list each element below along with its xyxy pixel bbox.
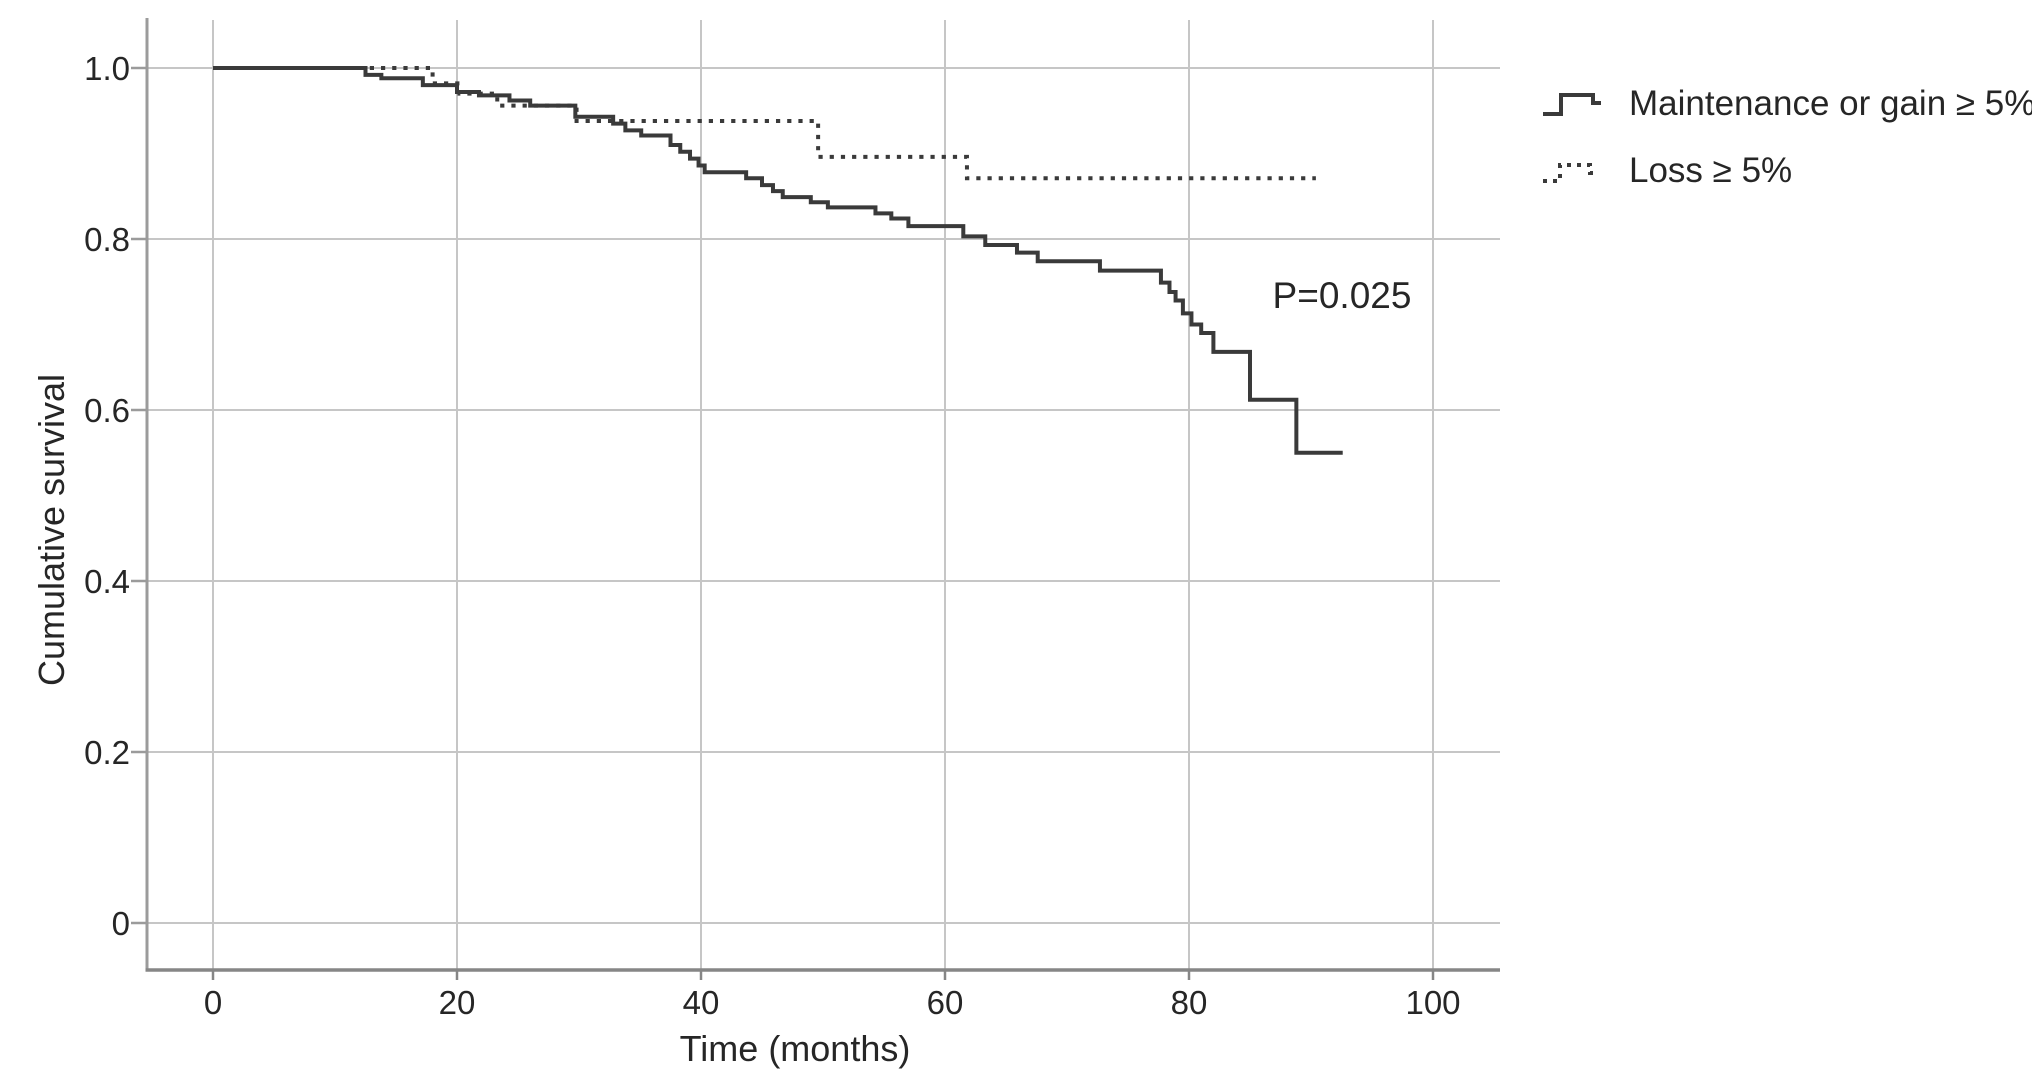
y-tick-labels: 1.0 0.8 0.6 0.4 0.2 0 <box>84 50 130 942</box>
axis-lines <box>145 18 1500 972</box>
svg-text:0: 0 <box>204 984 222 1021</box>
svg-text:40: 40 <box>683 984 720 1021</box>
svg-text:0.4: 0.4 <box>84 563 130 600</box>
svg-text:20: 20 <box>439 984 476 1021</box>
h-gridlines <box>131 66 1500 925</box>
svg-text:60: 60 <box>927 984 964 1021</box>
legend-label-maintenance: Maintenance or gain ≥ 5% <box>1629 84 2032 123</box>
svg-text:100: 100 <box>1405 984 1460 1021</box>
svg-text:0: 0 <box>112 905 130 942</box>
svg-text:0.2: 0.2 <box>84 734 130 771</box>
v-gridlines <box>211 20 1435 980</box>
svg-text:1.0: 1.0 <box>84 50 130 87</box>
svg-text:80: 80 <box>1171 984 1208 1021</box>
dotted-step-line-icon <box>1543 163 1598 183</box>
y-axis-title: Cumulative survival <box>31 373 72 687</box>
solid-step-line-icon <box>1543 93 1601 116</box>
legend-item-loss: Loss ≥ 5% <box>1540 151 1792 191</box>
pvalue-annotation: P=0.025 <box>1272 275 1412 316</box>
legend-item-maintenance: Maintenance or gain ≥ 5% <box>1540 84 2032 124</box>
legend-label-loss: Loss ≥ 5% <box>1629 151 1793 190</box>
svg-text:0.6: 0.6 <box>84 392 130 429</box>
x-axis-title: Time (months) <box>679 1028 911 1069</box>
x-tick-labels: 0 20 40 60 80 100 <box>204 984 1461 1021</box>
survival-curves <box>213 66 1343 455</box>
svg-text:0.8: 0.8 <box>84 221 130 258</box>
